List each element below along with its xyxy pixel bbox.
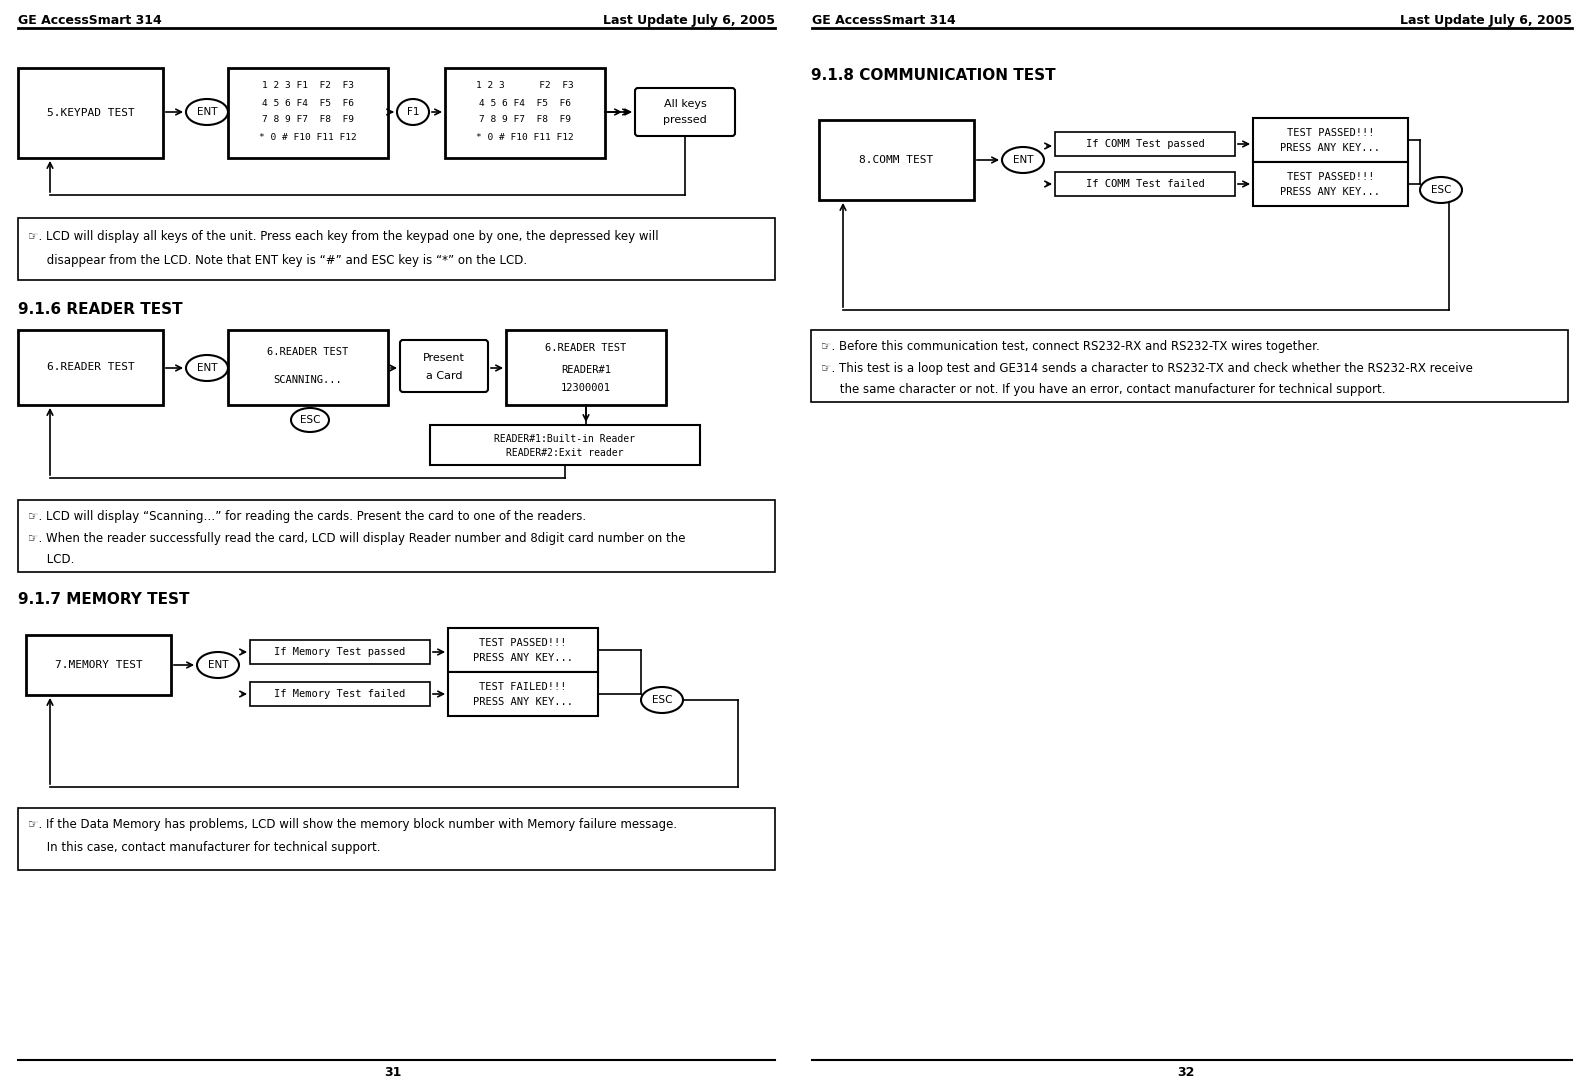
Text: ☞. If the Data Memory has problems, LCD will show the memory block number with M: ☞. If the Data Memory has problems, LCD …	[29, 818, 678, 831]
Text: F1: F1	[406, 108, 419, 117]
Text: ☞. LCD will display “Scanning…” for reading the cards. Present the card to one o: ☞. LCD will display “Scanning…” for read…	[29, 510, 586, 523]
Text: READER#1:Built-in Reader: READER#1:Built-in Reader	[495, 434, 635, 444]
Text: PRESS ANY KEY...: PRESS ANY KEY...	[473, 653, 573, 662]
Text: ESC: ESC	[652, 695, 673, 705]
Text: If COMM Test passed: If COMM Test passed	[1086, 139, 1205, 149]
Text: 6.READER TEST: 6.READER TEST	[267, 348, 349, 357]
Text: TEST PASSED!!!: TEST PASSED!!!	[1287, 172, 1374, 182]
Bar	[229, 68, 387, 157]
Text: In this case, contact manufacturer for technical support.: In this case, contact manufacturer for t…	[29, 841, 381, 854]
Text: GE AccessSmart 314: GE AccessSmart 314	[17, 14, 162, 27]
Text: ☞. Before this communication test, connect RS232-RX and RS232-TX wires together.: ☞. Before this communication test, conne…	[820, 340, 1320, 353]
Text: 4 5 6 F4  F5  F6: 4 5 6 F4 F5 F6	[262, 99, 354, 108]
Text: ESC: ESC	[300, 415, 321, 425]
Text: ☞. LCD will display all keys of the unit. Press each key from the keypad one by : ☞. LCD will display all keys of the unit…	[29, 230, 659, 243]
Text: 9.1.7 MEMORY TEST: 9.1.7 MEMORY TEST	[17, 592, 189, 607]
Text: 32: 32	[1178, 1066, 1195, 1079]
Ellipse shape	[290, 408, 329, 432]
Text: 1 2 3      F2  F3: 1 2 3 F2 F3	[476, 81, 574, 90]
Text: READER#2:Exit reader: READER#2:Exit reader	[506, 449, 624, 458]
Bar	[17, 330, 163, 405]
Text: PRESS ANY KEY...: PRESS ANY KEY...	[1281, 143, 1381, 153]
Text: Last Update July 6, 2005: Last Update July 6, 2005	[1400, 14, 1573, 27]
Text: 7.MEMORY TEST: 7.MEMORY TEST	[54, 660, 143, 670]
Ellipse shape	[197, 652, 240, 678]
Bar	[251, 640, 430, 664]
Text: GE AccessSmart 314: GE AccessSmart 314	[813, 14, 955, 27]
Text: ENT: ENT	[197, 363, 217, 372]
Bar	[430, 425, 700, 465]
Ellipse shape	[1420, 177, 1462, 203]
Text: 7 8 9 F7  F8  F9: 7 8 9 F7 F8 F9	[479, 115, 571, 125]
Text: ENT: ENT	[208, 660, 229, 670]
Text: 5.KEYPAD TEST: 5.KEYPAD TEST	[46, 108, 135, 118]
Bar	[1055, 132, 1235, 156]
Text: If COMM Test failed: If COMM Test failed	[1086, 179, 1205, 189]
Text: Last Update July 6, 2005: Last Update July 6, 2005	[603, 14, 774, 27]
Bar	[444, 68, 605, 157]
Text: ESC: ESC	[1431, 185, 1451, 195]
Ellipse shape	[1001, 147, 1044, 173]
Text: 6.READER TEST: 6.READER TEST	[46, 363, 135, 372]
Ellipse shape	[397, 99, 428, 125]
Text: pressed: pressed	[663, 115, 706, 125]
Bar	[448, 672, 598, 716]
Bar	[17, 68, 163, 157]
Text: TEST FAILED!!!: TEST FAILED!!!	[479, 682, 567, 692]
Text: * 0 # F10 F11 F12: * 0 # F10 F11 F12	[259, 132, 357, 141]
Text: PRESS ANY KEY...: PRESS ANY KEY...	[1281, 187, 1381, 197]
Text: 8.COMM TEST: 8.COMM TEST	[860, 155, 933, 165]
Text: If Memory Test failed: If Memory Test failed	[275, 689, 406, 699]
Text: 12300001: 12300001	[560, 383, 611, 393]
Text: ENT: ENT	[197, 108, 217, 117]
Text: disappear from the LCD. Note that ENT key is “#” and ESC key is “*” on the LCD.: disappear from the LCD. Note that ENT ke…	[29, 254, 527, 267]
Bar	[448, 628, 598, 672]
Text: 7 8 9 F7  F8  F9: 7 8 9 F7 F8 F9	[262, 115, 354, 125]
Text: 4 5 6 F4  F5  F6: 4 5 6 F4 F5 F6	[479, 99, 571, 108]
Text: 31: 31	[384, 1066, 402, 1079]
Text: LCD.: LCD.	[29, 553, 75, 566]
Text: TEST PASSED!!!: TEST PASSED!!!	[1287, 128, 1374, 138]
Bar	[251, 682, 430, 706]
Text: SCANNING...: SCANNING...	[273, 375, 343, 386]
Bar	[229, 330, 387, 405]
Bar	[819, 119, 974, 200]
Text: a Card: a Card	[425, 371, 462, 381]
FancyBboxPatch shape	[400, 340, 487, 392]
Bar	[506, 330, 667, 405]
Text: ☞. This test is a loop test and GE314 sends a character to RS232-TX and check wh: ☞. This test is a loop test and GE314 se…	[820, 362, 1473, 375]
Bar	[1055, 172, 1235, 195]
Bar	[17, 218, 774, 280]
Text: 1 2 3 F1  F2  F3: 1 2 3 F1 F2 F3	[262, 81, 354, 90]
Text: 6.READER TEST: 6.READER TEST	[546, 343, 627, 353]
Text: PRESS ANY KEY...: PRESS ANY KEY...	[473, 697, 573, 707]
Bar	[17, 500, 774, 572]
Text: 9.1.8 COMMUNICATION TEST: 9.1.8 COMMUNICATION TEST	[811, 68, 1055, 83]
Text: ☞. When the reader successfully read the card, LCD will display Reader number an: ☞. When the reader successfully read the…	[29, 532, 686, 545]
Bar	[1254, 162, 1408, 206]
Ellipse shape	[186, 99, 229, 125]
Bar	[811, 330, 1568, 402]
Text: All keys: All keys	[663, 99, 706, 109]
Text: the same character or not. If you have an error, contact manufacturer for techni: the same character or not. If you have a…	[820, 383, 1385, 396]
Bar	[17, 808, 774, 870]
Text: ENT: ENT	[1013, 155, 1033, 165]
Text: If Memory Test passed: If Memory Test passed	[275, 647, 406, 657]
Text: * 0 # F10 F11 F12: * 0 # F10 F11 F12	[476, 132, 574, 141]
Bar	[1254, 118, 1408, 162]
Bar	[25, 635, 171, 695]
FancyBboxPatch shape	[635, 88, 735, 136]
Ellipse shape	[186, 355, 229, 381]
Text: Present: Present	[424, 353, 465, 363]
Text: 9.1.6 READER TEST: 9.1.6 READER TEST	[17, 302, 183, 317]
Text: TEST PASSED!!!: TEST PASSED!!!	[479, 637, 567, 648]
Ellipse shape	[641, 687, 682, 714]
Text: READER#1: READER#1	[560, 365, 611, 375]
